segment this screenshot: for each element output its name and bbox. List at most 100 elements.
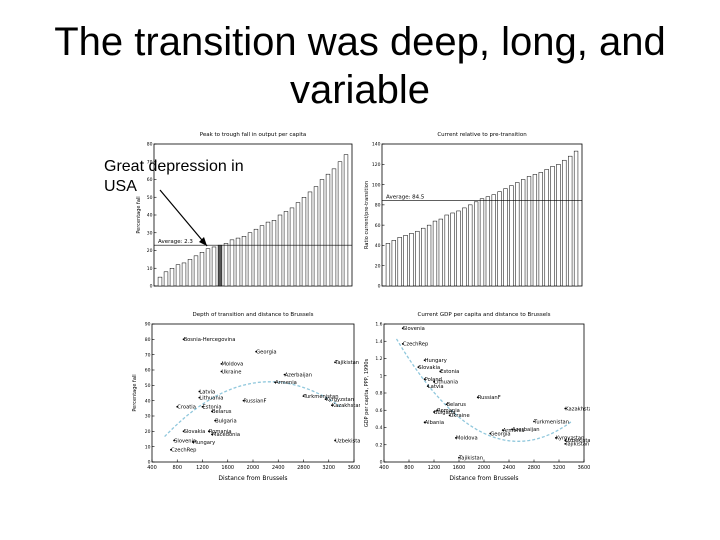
- y-tick-label: 70: [145, 352, 151, 358]
- y-tick-label: 30: [145, 414, 151, 420]
- data-point: [201, 405, 204, 408]
- bar: [456, 210, 461, 287]
- great-depression-callout: Great depression in USA: [104, 158, 244, 195]
- bar: [199, 252, 205, 287]
- bar: [544, 169, 549, 287]
- data-point: [433, 411, 435, 413]
- y-tick-label: 1: [380, 373, 383, 379]
- data-point: [423, 421, 426, 424]
- data-point-label: Moldova: [456, 436, 478, 442]
- bar: [426, 224, 432, 287]
- data-point-label: Romania: [437, 408, 460, 414]
- data-point-label: Kyrgyzstan: [326, 397, 354, 403]
- bar: [473, 201, 479, 287]
- data-point: [207, 430, 210, 433]
- scatter-depth-distance: Depth of transition and distance to Brus…: [132, 312, 360, 482]
- data-point-label: Armenia: [503, 428, 525, 434]
- data-point: [173, 439, 175, 442]
- average-label: Average: 84.5: [386, 194, 425, 200]
- y-tick-label: 40: [145, 398, 151, 404]
- data-point-label: Hungary: [193, 440, 215, 446]
- bar: [229, 239, 235, 287]
- bar: [550, 166, 555, 287]
- y-tick-label: 60: [147, 177, 153, 183]
- data-point-label: Slovakia: [418, 365, 440, 371]
- data-point-label: Estonia: [203, 405, 222, 411]
- x-tick-label: 2800: [528, 465, 541, 471]
- y-tick-label: 0: [378, 284, 381, 290]
- data-point: [198, 390, 201, 393]
- bar: [568, 155, 573, 287]
- data-point-label: Bulgaria: [434, 410, 456, 416]
- data-point: [182, 430, 185, 433]
- data-point-label: CzechRep: [403, 342, 429, 348]
- data-point-label: Ukraine: [450, 413, 470, 419]
- data-point-label: Slovakia: [184, 429, 206, 435]
- y-tick-label: 30: [147, 230, 153, 236]
- data-point: [417, 366, 420, 369]
- data-point-label: CzechRep: [171, 448, 197, 454]
- x-tick-label: 1600: [221, 465, 234, 471]
- data-point-label: Azerbaijan: [512, 427, 539, 433]
- chart-title: Current relative to pre-transition: [437, 132, 527, 138]
- slide-title-line-2: variable: [289, 68, 431, 112]
- data-point-label: Belarus: [447, 402, 467, 408]
- bar: [331, 168, 337, 287]
- data-point-label: Croatia: [177, 405, 196, 411]
- x-tick-label: 1600: [453, 465, 466, 471]
- trend-curve: [395, 338, 572, 442]
- data-point-label: Kyrgyzstan: [556, 436, 584, 442]
- data-point: [501, 429, 504, 431]
- data-point-label: Tajikistan: [334, 360, 359, 366]
- y-tick-label: 70: [147, 159, 153, 165]
- y-tick-label: 0: [380, 460, 383, 466]
- y-tick-label: 0: [148, 460, 151, 466]
- x-tick-label: 2400: [272, 465, 285, 471]
- data-point: [302, 395, 305, 397]
- data-point: [255, 350, 258, 353]
- y-axis-label: GDP per capita, PPP, 1990s: [364, 358, 370, 427]
- data-point: [564, 442, 567, 445]
- y-tick-label: 140: [372, 142, 381, 148]
- y-tick-label: 40: [375, 243, 381, 249]
- data-point-label: Tajikistan: [458, 455, 483, 461]
- data-point: [439, 370, 442, 373]
- x-tick-label: 400: [147, 465, 157, 471]
- data-point: [211, 410, 213, 413]
- bar: [181, 262, 187, 287]
- bar: [301, 197, 307, 287]
- bar: [497, 191, 502, 287]
- bar: [479, 198, 485, 287]
- data-point: [454, 436, 457, 439]
- data-point: [564, 407, 567, 410]
- data-point-label: Hungary: [425, 358, 447, 364]
- bar: [391, 240, 396, 287]
- bar: [307, 191, 313, 287]
- data-point-label: Albania: [425, 420, 444, 426]
- bar: [295, 202, 301, 287]
- bar: [491, 194, 496, 287]
- y-tick-label: 20: [145, 429, 151, 435]
- data-point-label: Georgia: [490, 431, 510, 437]
- bar: [217, 244, 223, 287]
- data-point-label: Poland: [425, 377, 442, 383]
- data-point-label: Moldova: [221, 362, 243, 368]
- bar: [235, 237, 241, 287]
- y-axis-label: Ratio current/pre-transition: [364, 181, 370, 249]
- y-tick-label: 1.4: [375, 339, 382, 345]
- x-tick-label: 3600: [578, 465, 590, 471]
- bar: [163, 271, 169, 287]
- chart-panel-top-left: Peak to trough fall in output per capita…: [134, 128, 360, 296]
- bar: [277, 214, 283, 287]
- data-point-label: Slovenia: [403, 326, 425, 332]
- data-point: [211, 433, 213, 436]
- x-tick-label: 1200: [196, 465, 209, 471]
- data-point: [242, 399, 245, 402]
- bar: [187, 259, 193, 287]
- x-tick-label: 800: [404, 465, 414, 471]
- data-point-label: Tajikistan: [564, 442, 589, 448]
- data-point: [220, 370, 223, 373]
- y-tick-label: 50: [145, 383, 151, 389]
- bar: [259, 225, 265, 287]
- bar: [343, 154, 349, 287]
